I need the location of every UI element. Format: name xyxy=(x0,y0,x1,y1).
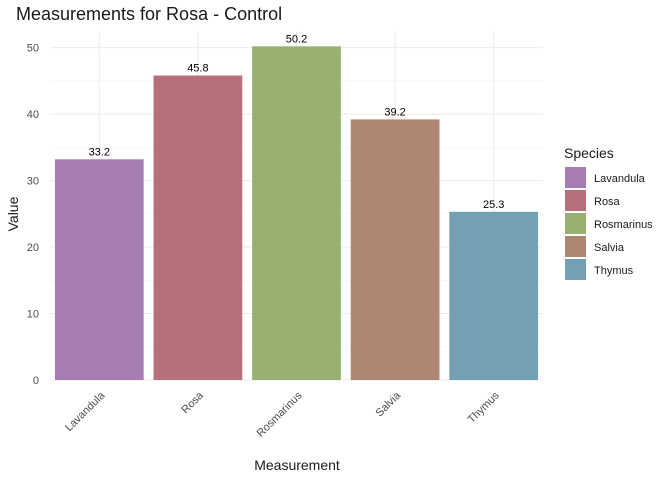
x-tick-label: Rosmarinus xyxy=(255,389,305,439)
y-tick-label: 40 xyxy=(27,109,39,121)
x-tick-label: Lavandula xyxy=(63,389,108,434)
x-tick-label: Salvia xyxy=(374,389,404,419)
legend-label: Rosmarinus xyxy=(594,219,653,231)
legend-swatch xyxy=(565,190,586,211)
y-axis-title: Value xyxy=(5,196,21,231)
legend-swatch xyxy=(565,259,586,280)
y-tick-label: 50 xyxy=(27,43,39,55)
bar-lavandula xyxy=(54,159,144,380)
bar-rosa xyxy=(153,75,243,380)
x-tick-label: Rosa xyxy=(179,389,206,416)
legend-swatch xyxy=(565,213,586,234)
legend-label: Rosa xyxy=(594,196,621,208)
legend-label: Lavandula xyxy=(594,173,646,185)
x-axis-title: Measurement xyxy=(254,457,340,473)
legend-title: Species xyxy=(564,145,614,161)
bar-value-label: 25.3 xyxy=(483,199,504,211)
y-tick-label: 30 xyxy=(27,176,39,188)
bar-labels: 33.2 45.8 50.2 39.2 25.3 xyxy=(89,33,505,211)
y-axis-ticks: 0 10 20 30 40 50 xyxy=(27,43,39,387)
y-tick-label: 10 xyxy=(27,309,39,321)
legend-label: Salvia xyxy=(594,242,625,254)
x-tick-label: Thymus xyxy=(466,389,502,425)
legend-swatch xyxy=(565,236,586,257)
y-tick-label: 0 xyxy=(33,375,39,387)
bar-salvia xyxy=(350,119,440,380)
bar-value-label: 45.8 xyxy=(187,63,208,75)
legend: Species Lavandula Rosa Rosmarinus Salvia Thy… xyxy=(564,145,653,280)
bar-rosmarinus xyxy=(252,46,341,381)
x-axis-ticks: Lavandula Rosa Rosmarinus Salvia Thymus xyxy=(63,389,502,440)
chart-title: Measurements for Rosa - Control xyxy=(16,4,282,24)
bar-value-label: 50.2 xyxy=(286,33,307,45)
legend-label: Thymus xyxy=(594,265,634,277)
legend-swatch xyxy=(565,167,586,188)
bars xyxy=(54,46,539,381)
legend-items: Lavandula Rosa Rosmarinus Salvia Thymus xyxy=(565,167,653,280)
bar-value-label: 39.2 xyxy=(384,106,405,118)
bar-value-label: 33.2 xyxy=(89,146,110,158)
bar-thymus xyxy=(449,211,539,380)
y-tick-label: 20 xyxy=(27,242,39,254)
